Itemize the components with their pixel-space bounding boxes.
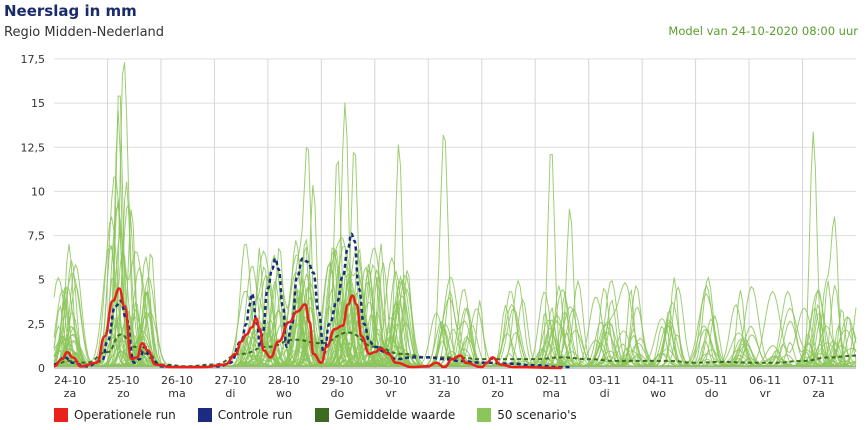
y-tick-label: 5 <box>38 274 45 287</box>
y-tick-label: 15 <box>31 97 45 110</box>
legend-item-scenarios[interactable]: 50 scenario's <box>477 408 577 422</box>
series-line-0 <box>53 287 562 370</box>
x-tick-day: wo <box>276 387 292 400</box>
legend-item-operational[interactable]: Operationele run <box>54 408 176 422</box>
chart-title: Neerslag in mm <box>4 2 137 20</box>
x-tick-day: do <box>331 387 345 400</box>
x-tick-date: 31-10 <box>428 374 460 387</box>
x-tick-day: di <box>600 387 610 400</box>
scenario-line <box>53 185 856 367</box>
legend-item-mean[interactable]: Gemiddelde waarde <box>314 408 456 422</box>
legend-label-control: Controle run <box>217 408 293 422</box>
x-tick-date: 28-10 <box>268 374 300 387</box>
model-run-label: Model van 24-10-2020 08:00 uur <box>668 24 858 38</box>
y-tick-label: 17,5 <box>21 53 46 66</box>
x-tick-date: 07-11 <box>803 374 835 387</box>
x-tick-date: 29-10 <box>321 374 353 387</box>
x-tick-day: za <box>64 387 77 400</box>
y-tick-label: 10 <box>31 185 45 198</box>
scenario-line <box>54 95 857 367</box>
legend-swatch-scenarios <box>477 408 492 422</box>
x-tick-date: 30-10 <box>375 374 407 387</box>
y-tick-label: 12,5 <box>21 141 46 154</box>
x-tick-day: wo <box>650 387 666 400</box>
x-tick-day: vr <box>385 387 397 400</box>
x-tick-date: 27-10 <box>214 374 246 387</box>
x-tick-date: 24-10 <box>54 374 86 387</box>
x-tick-date: 04-11 <box>642 374 674 387</box>
x-tick-day: za <box>812 387 825 400</box>
y-tick-label: 7,5 <box>28 230 46 243</box>
x-tick-date: 03-11 <box>589 374 621 387</box>
x-tick-date: 25-10 <box>108 374 140 387</box>
x-tick-date: 01-11 <box>482 374 514 387</box>
x-tick-day: ma <box>543 387 560 400</box>
y-tick-label: 0 <box>38 362 45 375</box>
chart-subtitle: Regio Midden-Nederland <box>4 25 165 40</box>
x-tick-day: zo <box>117 387 130 400</box>
chart-legend: Operationele run Controle run Gemiddelde… <box>54 408 577 422</box>
x-tick-date: 26-10 <box>161 374 193 387</box>
legend-swatch-operational <box>54 408 68 422</box>
x-tick-date: 05-11 <box>696 374 728 387</box>
x-tick-day: vr <box>760 387 772 400</box>
series-line-2 <box>53 331 857 368</box>
x-tick-day: zo <box>492 387 505 400</box>
legend-swatch-control <box>197 408 212 422</box>
legend-swatch-mean <box>314 408 329 422</box>
y-tick-label: 2,5 <box>28 318 46 331</box>
x-tick-day: do <box>705 387 719 400</box>
legend-label-mean: Gemiddelde waarde <box>334 408 456 422</box>
x-tick-date: 02-11 <box>535 374 567 387</box>
x-tick-day: ma <box>168 387 185 400</box>
x-tick-date: 06-11 <box>749 374 781 387</box>
scenario-line <box>53 256 856 367</box>
legend-item-control[interactable]: Controle run <box>197 408 293 422</box>
legend-label-scenarios: 50 scenario's <box>497 408 577 422</box>
legend-label-operational: Operationele run <box>74 408 176 422</box>
scenario-line <box>53 102 856 367</box>
x-tick-day: di <box>225 387 235 400</box>
scenario-line <box>53 181 856 367</box>
x-tick-day: za <box>438 387 451 400</box>
